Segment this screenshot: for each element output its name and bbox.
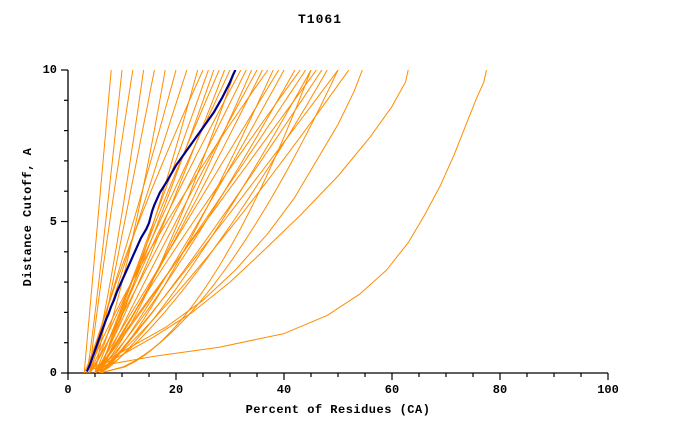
model-curve — [94, 70, 209, 373]
x-tick-label: 40 — [276, 383, 292, 397]
x-tick-label: 20 — [168, 383, 184, 397]
model-curve — [86, 70, 123, 373]
model-curve — [94, 70, 280, 373]
model-curve — [94, 70, 363, 368]
model-curve — [100, 70, 312, 373]
x-tick-label: 0 — [64, 383, 72, 397]
highlight-curve — [85, 70, 237, 372]
model-curve — [100, 70, 339, 373]
model-curve — [100, 70, 274, 373]
x-tick-label: 100 — [597, 383, 619, 397]
model-curve — [94, 70, 350, 373]
model-curve — [94, 70, 307, 373]
y-tick-label: 10 — [42, 63, 57, 77]
model-curve — [89, 70, 269, 373]
model-curve — [94, 70, 226, 373]
model-curve — [89, 70, 247, 373]
x-tick-label: 80 — [492, 383, 508, 397]
chart-title: T1061 — [297, 12, 342, 27]
model-curve — [100, 70, 323, 373]
model-curve — [89, 70, 487, 371]
model-curve — [99, 70, 301, 373]
x-axis-label: Percent of Residues (CA) — [245, 403, 431, 417]
x-tick-label: 60 — [384, 383, 400, 397]
y-tick-label: 5 — [49, 214, 57, 229]
model-curve — [89, 70, 204, 373]
model-curve — [94, 70, 409, 369]
model-curve — [100, 70, 285, 373]
model-curve — [99, 70, 220, 373]
model-curve — [89, 70, 166, 373]
y-tick-label: 0 — [49, 366, 57, 380]
model-curve — [94, 70, 328, 373]
model-curve — [94, 70, 253, 373]
model-curve — [99, 70, 258, 373]
model-curve — [94, 70, 317, 373]
model-curve — [83, 70, 112, 373]
model-curve — [89, 70, 134, 373]
model-curve — [100, 70, 339, 373]
model-curve — [89, 70, 231, 373]
